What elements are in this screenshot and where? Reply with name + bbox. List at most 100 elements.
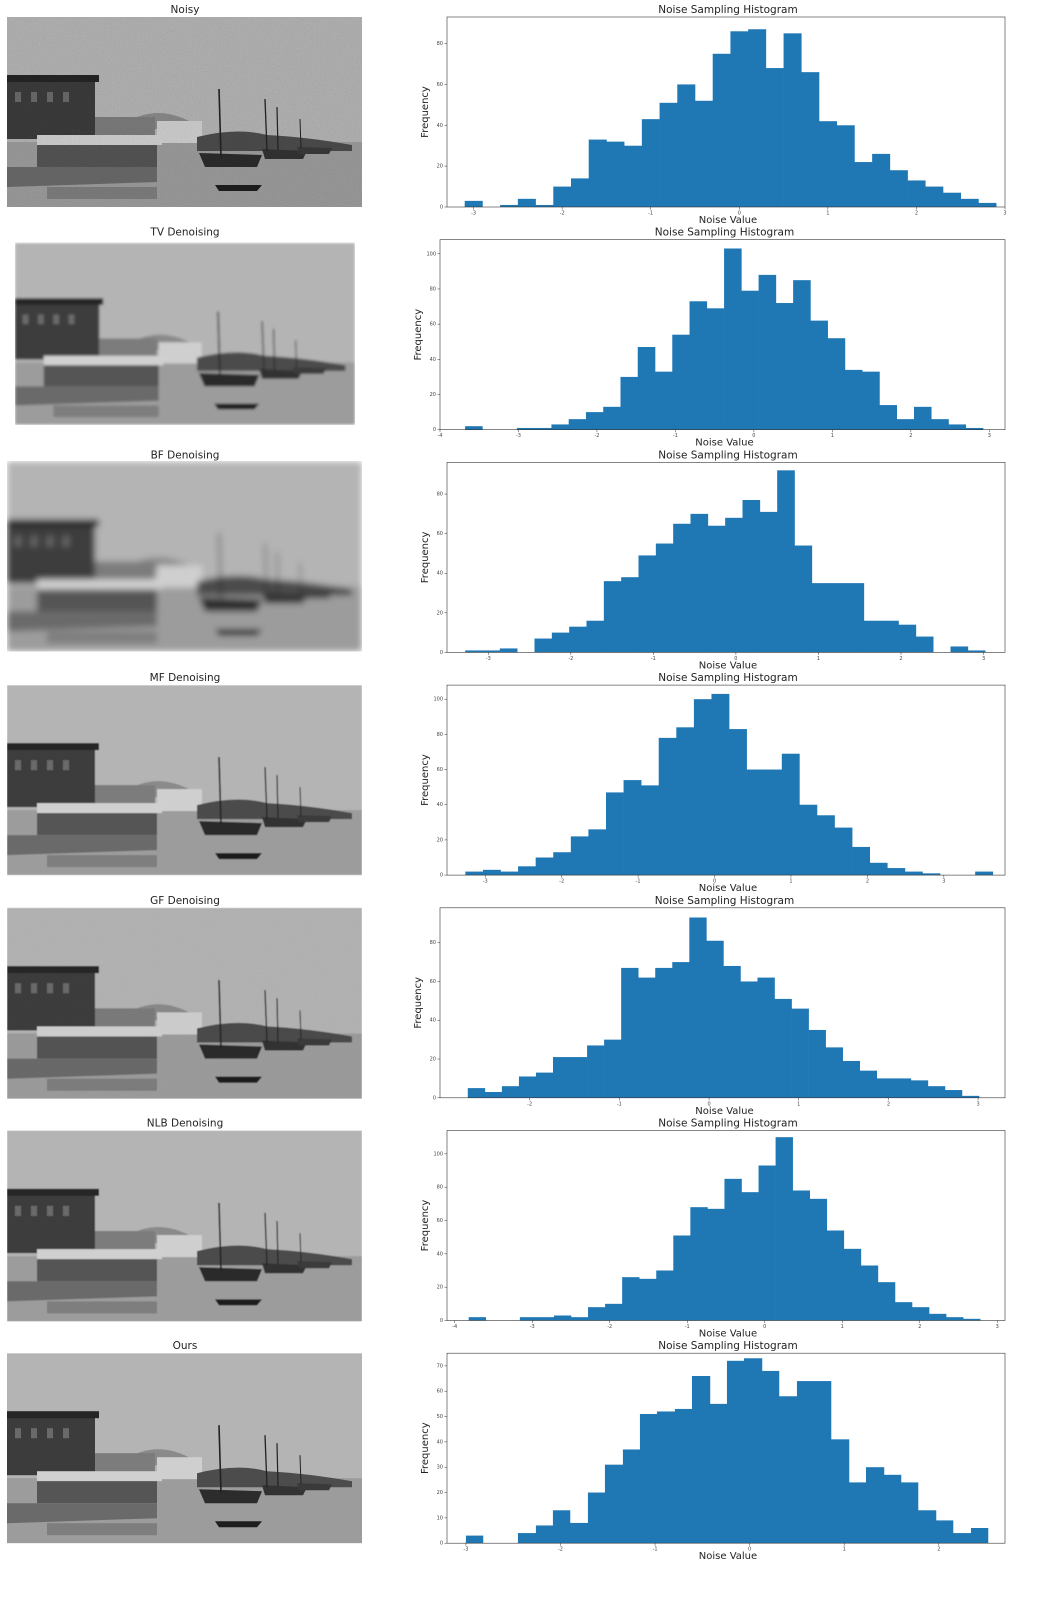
y-tick-label: 20 bbox=[437, 1285, 443, 1291]
photo bbox=[7, 1353, 362, 1543]
y-axis-label: Frequency bbox=[413, 309, 424, 361]
bar bbox=[483, 870, 501, 875]
bar bbox=[760, 512, 778, 653]
y-tick-label: 0 bbox=[433, 1095, 436, 1101]
bar bbox=[552, 633, 570, 653]
bar bbox=[864, 621, 882, 653]
bar bbox=[899, 625, 917, 653]
y-tick-label: 0 bbox=[440, 650, 443, 656]
y-tick-label: 20 bbox=[430, 1057, 436, 1063]
bar bbox=[814, 1381, 831, 1543]
bar bbox=[978, 203, 996, 207]
bar bbox=[784, 33, 802, 207]
bar bbox=[849, 1482, 866, 1543]
bar bbox=[691, 514, 709, 653]
bar bbox=[854, 162, 872, 207]
bar bbox=[604, 581, 622, 652]
bar bbox=[569, 419, 587, 430]
bar bbox=[588, 1493, 605, 1544]
bar bbox=[690, 1207, 707, 1320]
x-tick-label: 1 bbox=[789, 879, 792, 885]
bar bbox=[639, 555, 657, 652]
bar bbox=[537, 1317, 554, 1320]
bar bbox=[708, 526, 726, 653]
bar bbox=[743, 500, 761, 652]
y-tick-label: 0 bbox=[440, 205, 443, 211]
bar bbox=[588, 829, 606, 875]
bar bbox=[914, 407, 932, 430]
image-title: NLB Denoising bbox=[147, 1118, 224, 1130]
bar bbox=[553, 852, 571, 875]
bar bbox=[776, 303, 794, 430]
bar bbox=[742, 1192, 759, 1320]
bar bbox=[866, 1467, 884, 1543]
y-tick-label: 0 bbox=[440, 1541, 443, 1547]
bar bbox=[518, 1533, 536, 1543]
y-axis-label: Frequency bbox=[420, 1200, 431, 1252]
bar bbox=[929, 1314, 946, 1321]
x-tick-label: 3 bbox=[942, 879, 945, 885]
bar bbox=[837, 125, 855, 207]
bar bbox=[706, 941, 723, 1098]
x-axis-label: Noise Value bbox=[699, 215, 757, 226]
x-tick-label: -3 bbox=[530, 1324, 535, 1330]
bar bbox=[953, 1533, 971, 1543]
x-tick-label: -2 bbox=[559, 879, 564, 885]
bar bbox=[673, 1236, 690, 1321]
bar bbox=[905, 872, 923, 876]
x-axis-label: Noise Value bbox=[695, 438, 753, 449]
bar bbox=[468, 1088, 485, 1098]
x-axis-label: Noise Value bbox=[695, 1106, 753, 1117]
bar bbox=[518, 866, 536, 875]
bar bbox=[707, 308, 725, 429]
bar bbox=[642, 119, 660, 207]
bar bbox=[744, 1358, 762, 1543]
y-tick-label: 70 bbox=[437, 1363, 443, 1369]
bar bbox=[501, 872, 519, 876]
bar bbox=[571, 836, 589, 875]
bar bbox=[570, 1057, 587, 1098]
bar bbox=[605, 1465, 623, 1544]
image-title: BF Denoising bbox=[151, 449, 220, 461]
bar bbox=[890, 170, 908, 207]
bar bbox=[835, 828, 853, 876]
x-tick-label: -3 bbox=[486, 656, 491, 662]
bar bbox=[603, 407, 621, 430]
bar bbox=[621, 968, 638, 1098]
bar bbox=[827, 1231, 844, 1321]
bar bbox=[518, 199, 536, 207]
photo bbox=[15, 243, 355, 425]
bar bbox=[553, 1057, 570, 1098]
chart-title: Noise Sampling Histogram bbox=[658, 1118, 797, 1130]
x-tick-label: -3 bbox=[483, 879, 488, 885]
bar bbox=[639, 1279, 656, 1321]
bar bbox=[656, 544, 674, 653]
bar bbox=[694, 699, 712, 875]
bar bbox=[912, 1307, 929, 1320]
x-tick-label: 3 bbox=[982, 656, 985, 662]
x-tick-label: -3 bbox=[516, 433, 521, 439]
chart-title: Noise Sampling Histogram bbox=[658, 1340, 797, 1352]
x-axis-label: Noise Value bbox=[699, 1551, 757, 1562]
bar bbox=[695, 101, 713, 207]
y-tick-label: 80 bbox=[437, 492, 443, 498]
bar bbox=[676, 727, 694, 875]
bar bbox=[672, 335, 690, 430]
bar bbox=[795, 546, 813, 653]
bar bbox=[621, 577, 639, 652]
x-tick-label: 2 bbox=[899, 656, 902, 662]
bar bbox=[570, 1523, 588, 1543]
y-tick-label: 60 bbox=[437, 767, 443, 773]
bar bbox=[672, 962, 689, 1098]
x-tick-label: 0 bbox=[763, 1324, 766, 1330]
x-tick-label: -2 bbox=[558, 1547, 563, 1553]
bar bbox=[606, 142, 624, 207]
y-axis-label: Frequency bbox=[420, 86, 431, 138]
bar bbox=[520, 1317, 537, 1320]
x-tick-label: 2 bbox=[937, 1547, 940, 1553]
bar bbox=[945, 1090, 962, 1098]
bar bbox=[894, 1078, 911, 1097]
x-tick-label: 1 bbox=[831, 433, 834, 439]
bar bbox=[928, 1086, 945, 1098]
y-tick-label: 60 bbox=[430, 979, 436, 985]
